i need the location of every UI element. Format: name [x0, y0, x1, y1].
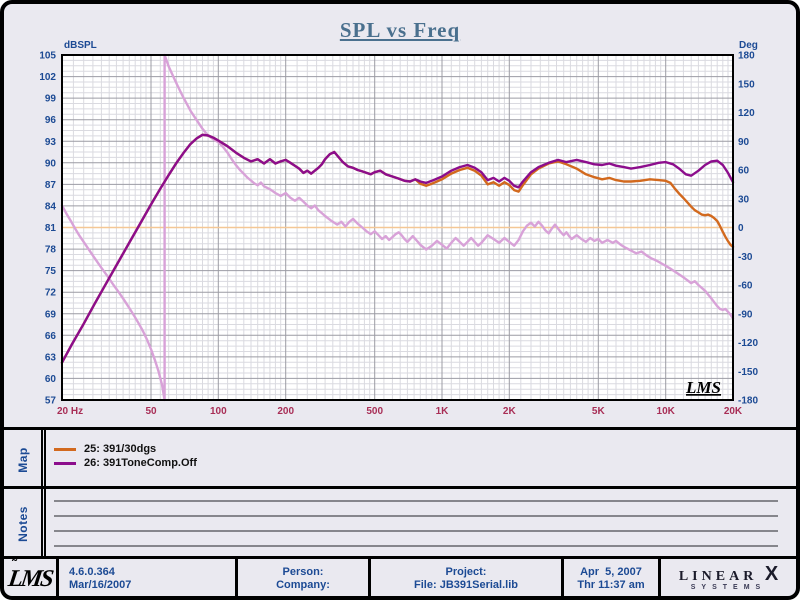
notes-band: Notes [4, 486, 796, 559]
svg-text:-150: -150 [738, 367, 758, 378]
axis-tick-labels: 57 60 63 66 69 72 75 78 81 84 87 90 93 96 99 102 105 -180… [39, 40, 758, 417]
notes-area [46, 489, 796, 559]
svg-text:93: 93 [45, 137, 57, 148]
svg-text:-60: -60 [738, 281, 753, 292]
svg-text:57: 57 [45, 396, 57, 407]
person-cell: Person: Company: [235, 559, 368, 596]
svg-text:20 Hz: 20 Hz [57, 406, 83, 417]
svg-text:66: 66 [45, 331, 57, 342]
svg-text:-120: -120 [738, 338, 758, 349]
map-band-label-cell: Map [4, 430, 46, 489]
svg-text:99: 99 [45, 94, 57, 105]
plot-frame [61, 54, 734, 401]
svg-text:90: 90 [45, 158, 57, 169]
svg-text:Deg: Deg [739, 40, 758, 51]
svg-text:1K: 1K [436, 406, 450, 417]
svg-text:10K: 10K [657, 406, 676, 417]
svg-text:200: 200 [277, 406, 294, 417]
legend-item: 26: 391ToneComp.Off [54, 456, 796, 470]
map-label: Map [15, 446, 30, 473]
datetime-cell: Apr 5, 2007 Thr 11:37 am [561, 559, 658, 596]
legend-label-26: 26: 391ToneComp.Off [84, 456, 197, 469]
company-label: Company: [276, 579, 330, 591]
notes-rule [54, 545, 778, 547]
status-bar: ˜ LMS 4.6.0.364 Mar/16/2007 Person: Comp… [4, 556, 796, 596]
svg-text:-180: -180 [738, 396, 758, 407]
svg-text:-90: -90 [738, 309, 753, 320]
svg-text:72: 72 [45, 288, 57, 299]
linearx-name: LINEAR X [661, 564, 796, 584]
notes-rule [54, 530, 778, 532]
svg-text:60: 60 [45, 374, 57, 385]
linearx-x-glyph: X [764, 562, 779, 585]
notes-rule [54, 515, 778, 517]
spl-vs-freq-plot: 57 60 63 66 69 72 75 78 81 84 87 90 93 96 99 102 105 -180… [39, 40, 758, 417]
svg-text:5K: 5K [592, 406, 606, 417]
svg-text:69: 69 [45, 309, 57, 320]
svg-text:50: 50 [145, 406, 157, 417]
svg-text:87: 87 [45, 180, 57, 191]
svg-text:30: 30 [738, 194, 750, 205]
svg-text:75: 75 [45, 266, 57, 277]
notes-rule [54, 500, 778, 502]
legend-swatch-26 [54, 461, 76, 465]
svg-text:60: 60 [738, 166, 750, 177]
file-label: File: JB391Serial.lib [414, 579, 518, 591]
version-number: 4.6.0.364 [69, 566, 115, 578]
svg-text:84: 84 [45, 201, 57, 212]
version-date: Mar/16/2007 [69, 579, 132, 591]
svg-text:0: 0 [738, 223, 744, 234]
time-text: Thr 11:37 am [577, 579, 645, 591]
project-cell: Project: File: JB391Serial.lib [368, 559, 561, 596]
svg-text:2K: 2K [503, 406, 517, 417]
svg-text:150: 150 [738, 79, 755, 90]
svg-text:100: 100 [210, 406, 227, 417]
lms-watermark: LMS [685, 378, 721, 397]
svg-text:500: 500 [366, 406, 383, 417]
lms-logo-cell: ˜ LMS [4, 556, 56, 596]
project-label: Project: [445, 566, 487, 578]
legend-swatch-25 [54, 447, 76, 451]
legend-item: 25: 391/30dgs [54, 442, 796, 456]
date-text: Apr 5, 2007 [580, 566, 642, 578]
person-label: Person: [282, 566, 324, 578]
svg-text:180: 180 [738, 51, 755, 62]
linearx-systems-text: SYSTEMS [690, 583, 767, 591]
linearx-linear-text: LINEAR [678, 568, 758, 584]
curve-phase26 [60, 53, 735, 402]
svg-text:78: 78 [45, 245, 57, 256]
map-band: Map 25: 391/30dgs 26: 391ToneComp.Off [4, 427, 796, 489]
svg-text:81: 81 [45, 223, 57, 234]
legend-label-25: 25: 391/30dgs [84, 442, 157, 455]
svg-text:90: 90 [738, 137, 750, 148]
lms-logo: LMS [6, 565, 54, 592]
chart-panel: SPL vs Freq 57 60 63 66 69 72 75 78 81 84 87 90 93 96… [8, 8, 792, 427]
curve-spl26 [60, 133, 735, 364]
svg-text:96: 96 [45, 115, 57, 126]
svg-text:105: 105 [39, 51, 56, 62]
svg-text:20K: 20K [724, 406, 743, 417]
svg-text:102: 102 [39, 72, 56, 83]
chart-title: SPL vs Freq [339, 18, 461, 42]
lms-logo-accent: ˜ [12, 556, 17, 572]
svg-text:120: 120 [738, 108, 755, 119]
notes-label: Notes [15, 506, 30, 542]
linearx-logo: LINEAR X SYSTEMS [658, 559, 796, 596]
notes-band-label-cell: Notes [4, 489, 46, 559]
map-legend: 25: 391/30dgs 26: 391ToneComp.Off [46, 430, 796, 489]
svg-text:dBSPL: dBSPL [64, 40, 97, 51]
svg-text:63: 63 [45, 352, 57, 363]
svg-text:-30: -30 [738, 252, 753, 263]
version-cell: 4.6.0.364 Mar/16/2007 [56, 559, 235, 596]
